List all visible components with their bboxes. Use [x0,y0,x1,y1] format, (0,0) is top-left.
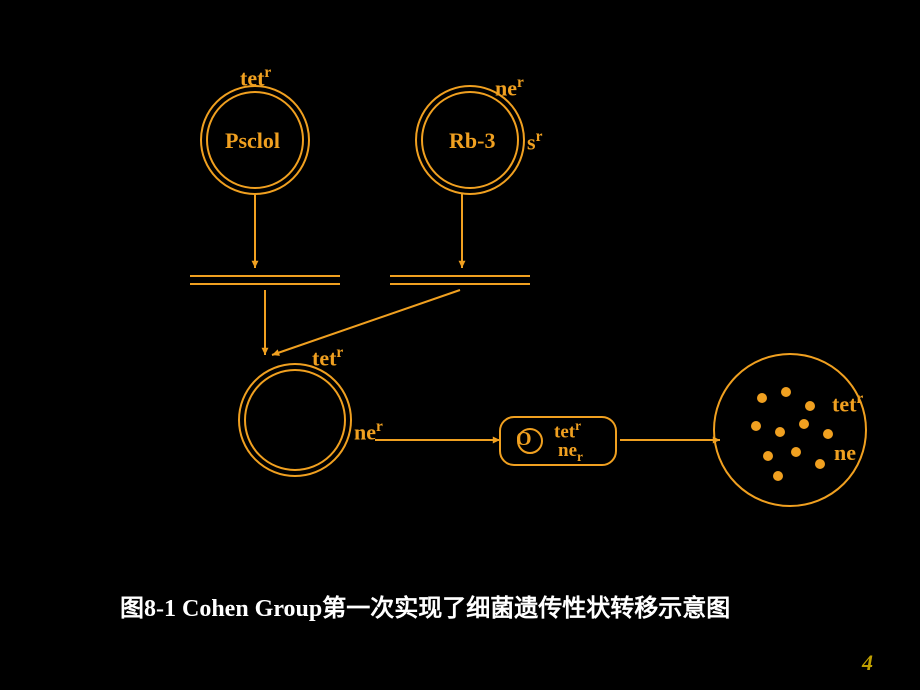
plasmid-left-name: Psclol [225,128,280,154]
plasmid-right-gene-side: sr [527,128,542,155]
colony-label-1: tetr [832,390,863,417]
diagram-stage: tetr Psclol ner sr Rb-3 tetr ner O tetr … [0,0,920,690]
diagram-svg [0,0,920,690]
cell-label-2: ner [558,440,583,465]
page-number: 4 [862,650,873,676]
plasmid-right-gene-top: ner [495,74,524,101]
cell-nucleoid-label: O [516,428,532,451]
recomb-gene-side: ner [354,418,383,445]
recomb-gene-top: tetr [312,344,343,371]
plasmid-right-name: Rb-3 [449,128,495,154]
figure-caption: 图8-1 Cohen Group第一次实现了细菌遗传性状转移示意图 [120,588,730,623]
colony-label-2: ne [834,440,856,466]
plasmid-left-gene-top: tetr [240,64,271,91]
